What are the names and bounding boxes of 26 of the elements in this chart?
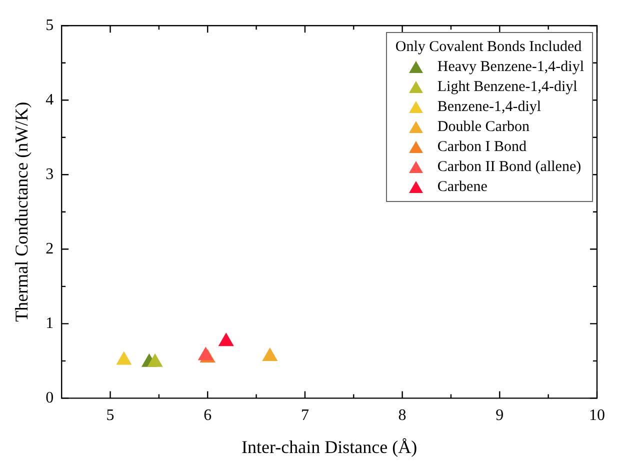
point [262, 347, 278, 361]
y-tick-label: 3 [46, 166, 54, 183]
x-tick-label: 5 [106, 407, 114, 424]
point [116, 351, 132, 365]
legend-label: Benzene-1,4-diyl [437, 98, 542, 117]
x-tick-label: 6 [204, 407, 212, 424]
legend-label: Carbon II Bond (allene) [437, 158, 582, 177]
x-tick-label: 9 [496, 407, 504, 424]
y-tick-label: 5 [46, 16, 54, 34]
point [147, 353, 163, 367]
y-tick-label: 1 [46, 314, 54, 332]
legend-label: Carbene [437, 178, 488, 197]
y-tick-label: 4 [46, 91, 54, 108]
point [218, 332, 234, 346]
x-tick-label: 10 [589, 407, 605, 424]
x-tick-label: 8 [398, 407, 406, 424]
legend-label: Heavy Benzene-1,4-diyl [437, 58, 584, 77]
x-tick-label: 7 [300, 407, 309, 424]
y-tick-label: 2 [46, 240, 54, 258]
legend-label: Light Benzene-1,4-diyl [437, 78, 578, 97]
y-tick-label: 0 [46, 389, 54, 406]
y-axis-title: Thermal Conductance (nW/K) [12, 102, 32, 322]
legend-label: Carbon I Bond [437, 138, 527, 157]
legend-title: Only Covalent Bonds Included [395, 38, 583, 57]
legend-label: Double Carbon [437, 118, 530, 137]
x-axis-title: Inter-chain Distance (Å) [242, 436, 418, 457]
